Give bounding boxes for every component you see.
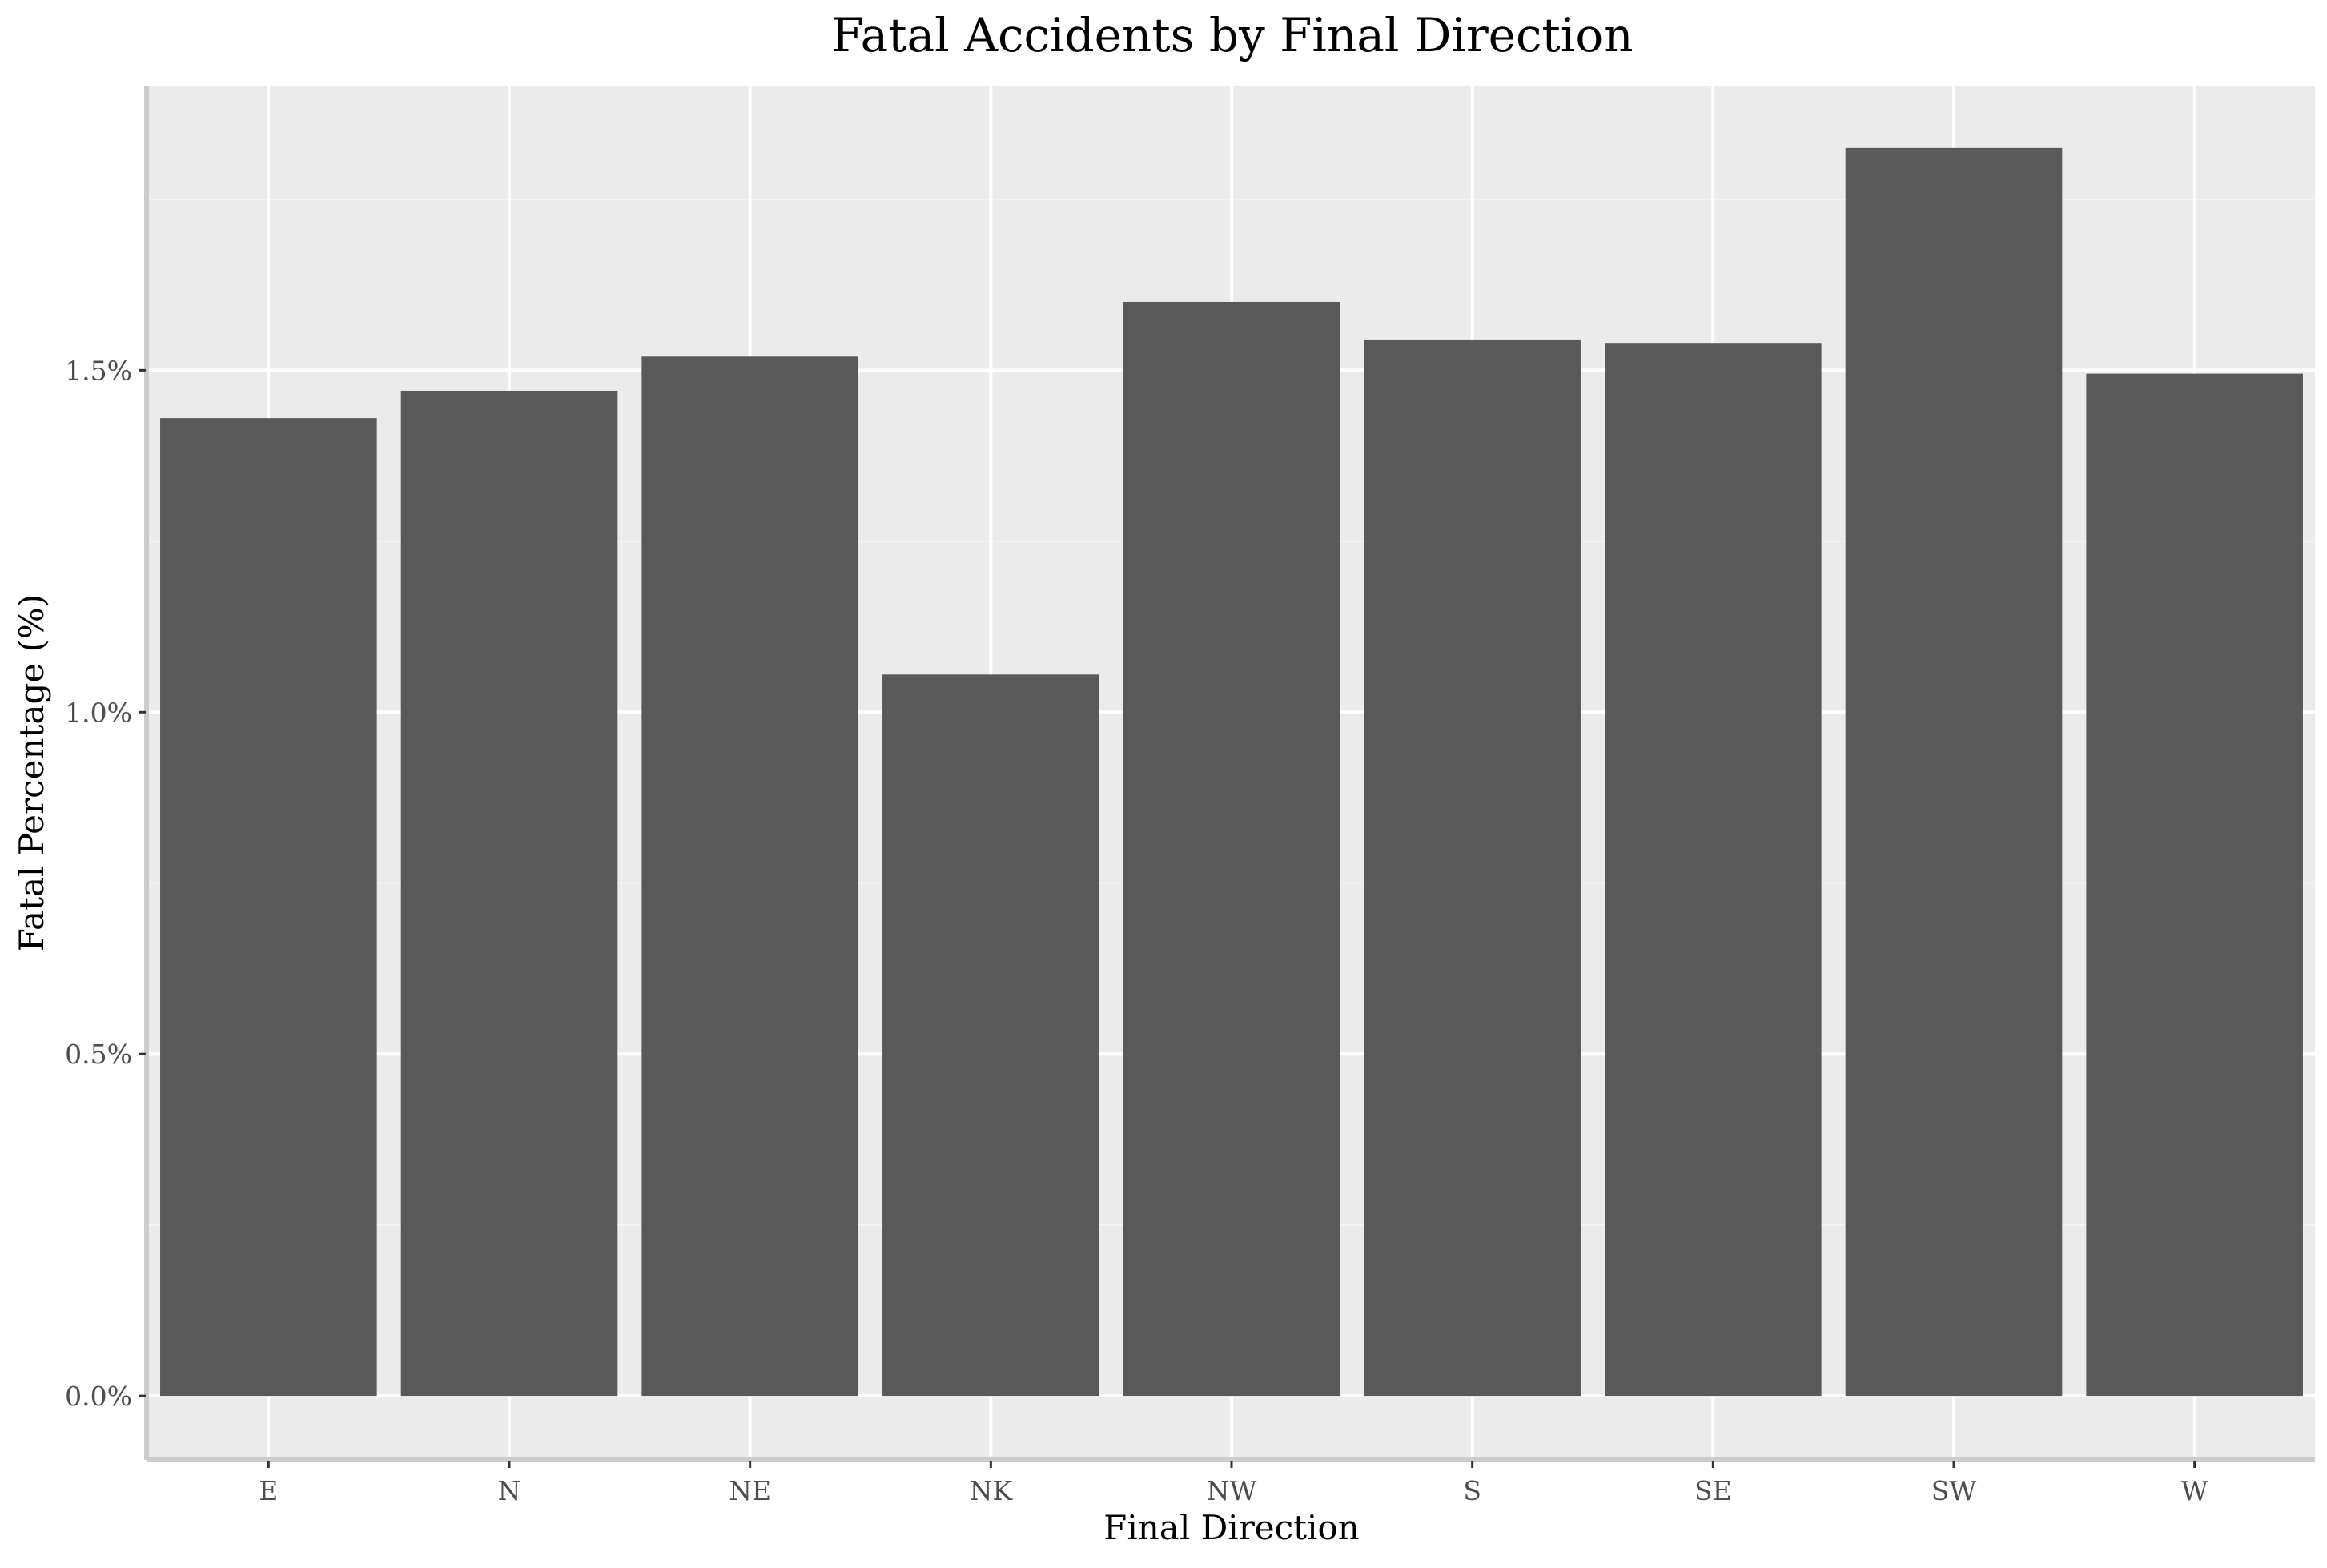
- x-tick-label: SW: [1931, 1475, 1977, 1506]
- bar-nw: [1123, 301, 1340, 1397]
- x-axis-ticks: E N NE NK NW S SE SW W: [259, 1461, 2208, 1506]
- bar-se: [1605, 343, 1822, 1397]
- x-tick-label: NK: [970, 1475, 1014, 1506]
- bar-w: [2086, 373, 2303, 1397]
- y-tick-label: 0.0%: [65, 1381, 132, 1412]
- bar-n: [400, 390, 618, 1397]
- x-tick-label: N: [498, 1475, 521, 1506]
- x-axis-title: Final Direction: [1103, 1508, 1360, 1547]
- y-axis-title: Fatal Percentage (%): [12, 594, 51, 951]
- y-tick-label: 1.0%: [65, 697, 132, 728]
- bar-sw: [1845, 147, 2063, 1397]
- bar-series: [160, 147, 2303, 1397]
- y-tick-label: 0.5%: [65, 1039, 132, 1070]
- x-tick-label: NW: [1207, 1475, 1257, 1506]
- bar-ne: [641, 356, 858, 1397]
- chart-title: Fatal Accidents by Final Direction: [831, 8, 1633, 62]
- x-tick-label: SE: [1694, 1475, 1732, 1506]
- x-tick-label: NE: [729, 1475, 771, 1506]
- x-tick-label: W: [2181, 1475, 2208, 1506]
- bar-e: [160, 418, 377, 1397]
- x-tick-label: S: [1463, 1475, 1481, 1506]
- bar-s: [1364, 339, 1581, 1397]
- y-axis-ticks: 0.0% 0.5% 1.0% 1.5%: [65, 355, 146, 1412]
- x-tick-label: E: [259, 1475, 278, 1506]
- bar-nk: [882, 674, 1099, 1397]
- y-tick-label: 1.5%: [65, 355, 132, 386]
